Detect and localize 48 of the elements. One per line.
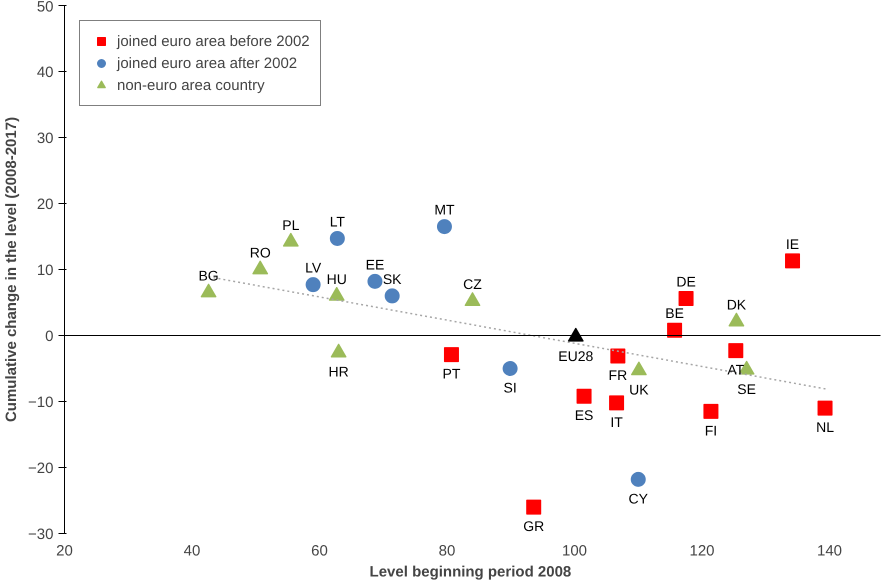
y-tick-label: −10 — [28, 394, 54, 411]
annotation: IT — [610, 414, 624, 430]
y-tick-label: 30 — [36, 130, 54, 147]
annotation: SK — [382, 270, 402, 287]
legend-label: joined euro area after 2002 — [117, 54, 298, 72]
y-tick-label: 40 — [36, 64, 54, 81]
annotation: LV — [305, 260, 322, 276]
legend-label: non-euro area country — [117, 76, 265, 94]
annotation: ES — [574, 407, 594, 424]
x-tick-label: 80 — [438, 542, 456, 560]
x-tick-label: 120 — [689, 542, 715, 560]
annotation: IE — [786, 236, 800, 252]
annotation: FI — [704, 422, 718, 438]
y-tick-label: 10 — [36, 262, 54, 279]
annotation: CY — [628, 490, 649, 506]
annotation: PT — [442, 366, 461, 382]
y-tick-label: 0 — [45, 328, 54, 345]
annotation: DK — [726, 296, 747, 313]
x-axis-title: Level beginning period 2008 — [370, 564, 572, 580]
annotation: RO — [250, 244, 271, 260]
annotation: HR — [328, 364, 349, 380]
annotation: BG — [198, 268, 219, 284]
y-axis-title: Cumulative change in the level (2008-2017) — [3, 116, 20, 422]
x-tick-label: 100 — [562, 542, 588, 560]
y-tick-label: −30 — [28, 526, 54, 543]
annotation: LT — [330, 213, 346, 230]
annotation: PL — [282, 216, 300, 233]
annotation: BE — [665, 305, 684, 322]
x-tick-label: 60 — [311, 542, 328, 560]
y-tick-label: −20 — [28, 460, 54, 477]
legend-label: joined euro area before 2002 — [117, 32, 310, 50]
annotation: DE — [676, 274, 696, 290]
annotation: NL — [816, 419, 834, 436]
x-tick-label: 140 — [816, 542, 842, 560]
annotation: HU — [326, 270, 347, 287]
annotation: MT — [434, 202, 456, 218]
annotation: EU28 — [558, 348, 594, 364]
y-tick-label: 50 — [36, 0, 54, 16]
annotation: CZ — [463, 276, 482, 292]
annotation: SI — [504, 380, 517, 396]
annotation: GR — [523, 518, 544, 534]
annotation: FR — [608, 366, 628, 383]
x-tick-label: 20 — [56, 542, 73, 560]
annotation: EE — [366, 256, 384, 272]
annotation: UK — [629, 381, 650, 398]
annotation: SE — [737, 380, 756, 397]
y-tick-label: 20 — [36, 196, 54, 213]
x-tick-label: 40 — [184, 542, 200, 560]
